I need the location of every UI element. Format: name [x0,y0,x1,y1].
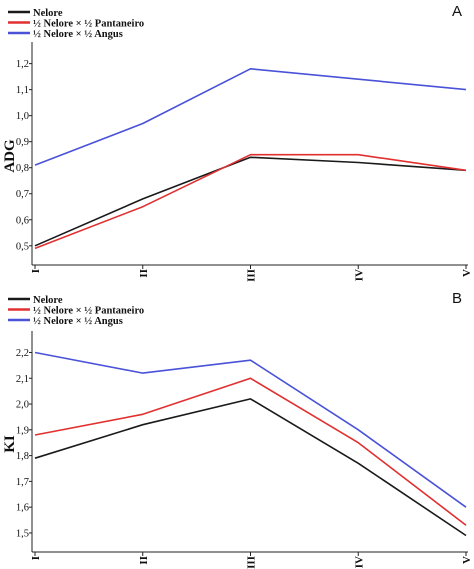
series-line-1 [34,156,467,247]
y-axis-title: ADG [2,139,18,173]
y-tick-label: 2,2 [16,348,29,359]
y-tick-label: 2,0 [16,400,29,411]
x-tick-label: II [138,556,150,565]
panel-label: A [452,3,462,20]
y-tick-label: 1,6 [16,503,29,514]
legend-label: ½ Nelore × ½ Pantaneiro [33,306,144,317]
legend-label: ½ Nelore × ½ Angus [33,316,123,327]
series-line-3 [34,68,467,166]
y-tick-label: 0,9 [16,137,29,148]
y-tick-label: 1,8 [16,451,29,462]
series-line-2 [34,153,467,250]
series-line-1 [34,398,467,537]
y-axis-title: KI [2,435,18,453]
x-tick-label: III [246,269,258,282]
series-line-2 [34,377,467,526]
series-line-3 [34,351,467,508]
y-tick-label: 1,9 [16,425,29,436]
y-tick-label: 1,5 [16,528,29,539]
y-tick-label: 1,7 [16,477,29,488]
y-tick-label: 0,8 [16,163,29,174]
legend-label: ½ Nelore × ½ Angus [33,29,123,40]
y-tick-label: 0,6 [16,215,29,226]
x-tick-label: II [138,269,150,278]
x-tick-label: IV [353,269,365,281]
y-tick-label: 2,1 [16,374,29,385]
x-tick-label: III [246,556,258,569]
panel-label: B [452,290,462,307]
y-tick-label: 1,1 [16,85,29,96]
y-tick-label: 0,7 [16,189,29,200]
legend-label: Nelore [33,295,63,306]
legend-label: Nelore [33,8,63,19]
x-tick-label: IV [353,556,365,568]
y-tick-label: 0,5 [16,241,29,252]
y-tick-label: 1,2 [16,59,29,70]
x-tick-label: I [30,556,42,560]
x-tick-label: I [30,269,42,273]
y-tick-label: 1,0 [16,111,29,122]
x-tick-label: V [461,269,473,277]
legend-label: ½ Nelore × ½ Pantaneiro [33,19,144,30]
x-tick-label: V [461,556,473,564]
